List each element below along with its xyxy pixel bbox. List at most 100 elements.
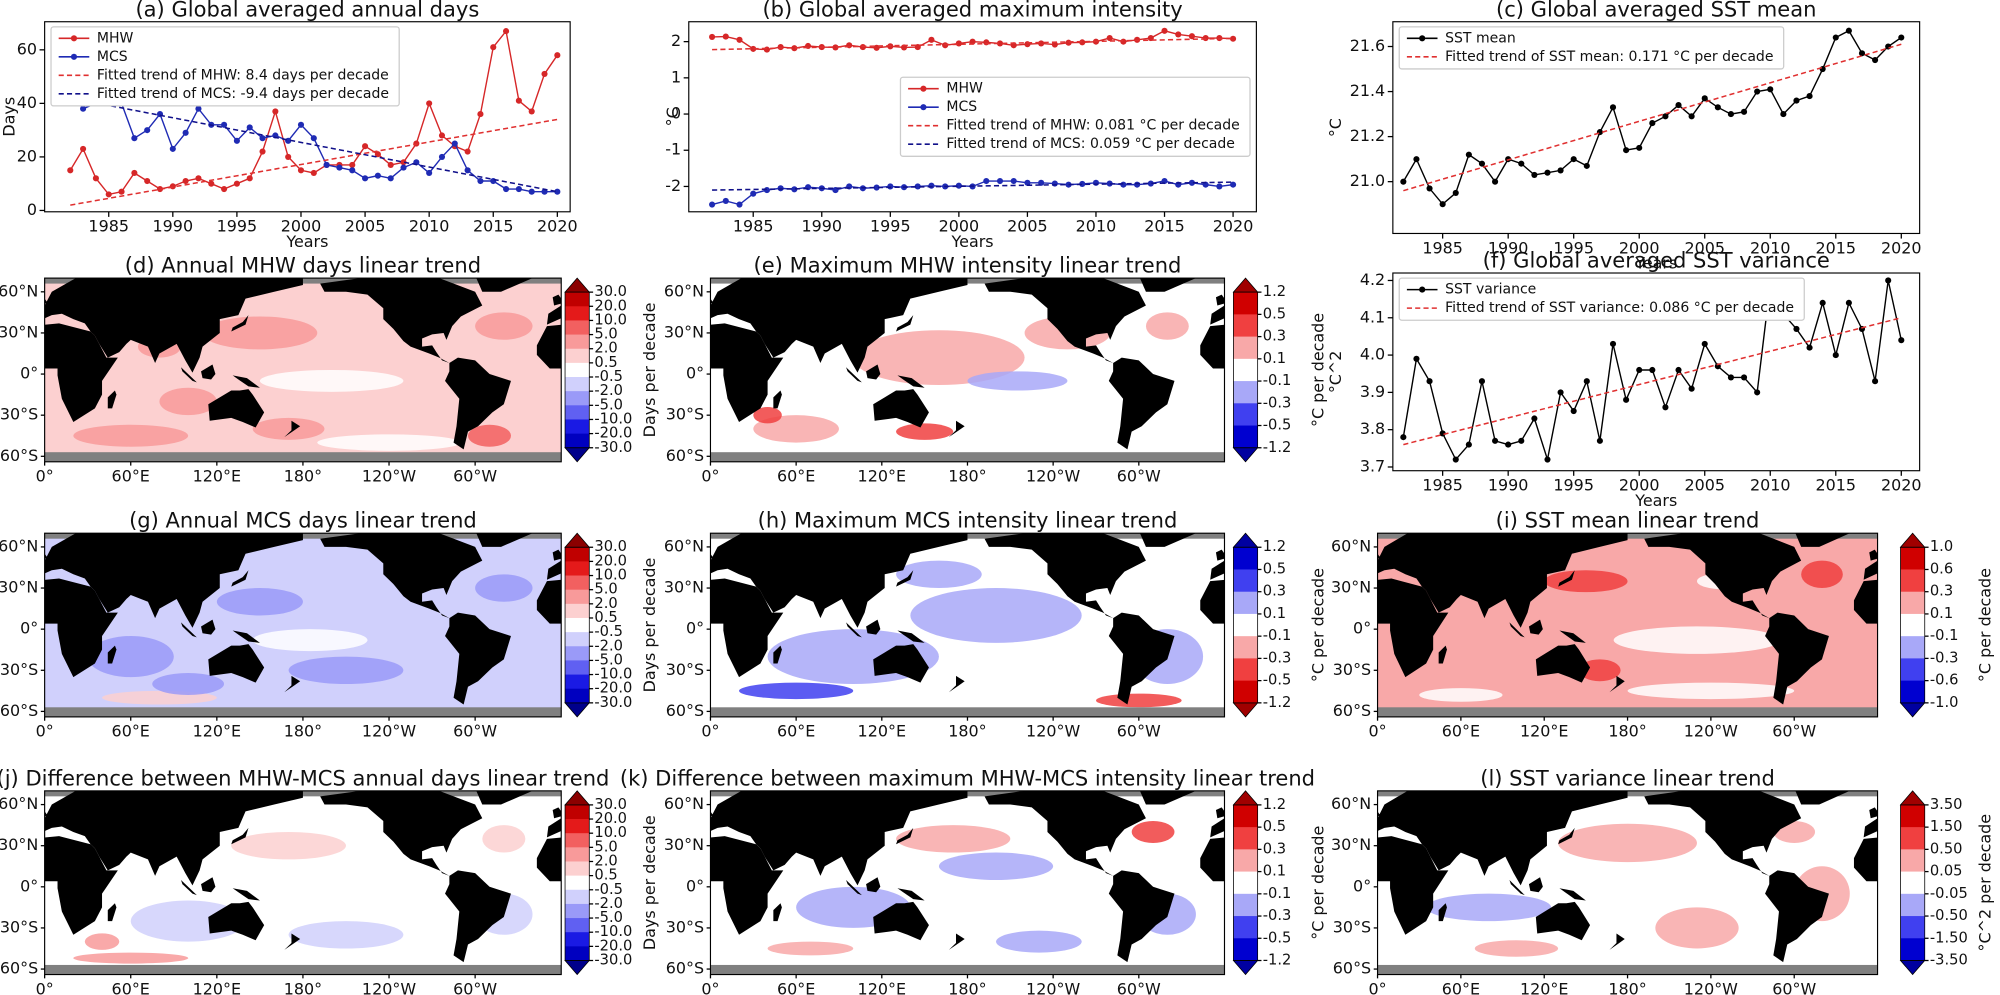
colorbar-segment xyxy=(565,547,590,562)
land xyxy=(710,790,968,886)
lon-tick-label: 60°E xyxy=(112,979,150,995)
lon-tick-label: 60°E xyxy=(777,979,815,995)
colorbar-extend xyxy=(1232,447,1259,463)
colorbar-tick-label: 5.0 xyxy=(594,326,617,343)
point xyxy=(1688,385,1695,392)
point xyxy=(490,177,497,185)
point xyxy=(1038,40,1045,47)
x-tick-label: 1990 xyxy=(153,217,194,236)
point xyxy=(873,184,880,191)
point xyxy=(1596,437,1603,444)
point xyxy=(1649,366,1656,374)
lon-tick-label: 180° xyxy=(284,979,322,995)
y-axis-label: °C xyxy=(663,107,682,126)
colorbar-label: °C per decade xyxy=(1308,568,1327,682)
y-tick-label: 40 xyxy=(17,93,37,112)
point xyxy=(1518,437,1525,444)
land xyxy=(948,675,965,693)
point xyxy=(1623,147,1630,154)
land xyxy=(710,278,968,373)
lon-tick-label: 120°W xyxy=(362,467,416,486)
point xyxy=(1544,456,1551,463)
anomaly-patch xyxy=(1145,312,1189,340)
lon-tick-label: 60°W xyxy=(1117,467,1161,486)
x-tick-label: 2005 xyxy=(1684,476,1725,495)
point xyxy=(323,161,330,169)
legend-label: Fitted trend of MCS: 0.059 °C per decade xyxy=(946,136,1235,152)
land xyxy=(476,790,533,805)
colorbar-segment xyxy=(565,603,590,619)
colorbar-tick-label: 3.50 xyxy=(1930,796,1963,813)
colorbar-label: °C^2 per decade xyxy=(1975,814,1994,952)
lon-tick-label: 60°E xyxy=(777,722,815,741)
land xyxy=(44,553,48,559)
colorbar-segment xyxy=(1900,636,1925,659)
x-axis-label: Years xyxy=(951,232,994,251)
map xyxy=(44,533,562,717)
land xyxy=(873,901,929,941)
land xyxy=(44,836,118,935)
land xyxy=(710,836,784,935)
land xyxy=(624,903,633,921)
colorbar-frame xyxy=(564,804,590,961)
colorbar-segment xyxy=(1900,893,1925,917)
land xyxy=(552,549,562,561)
colorbar-segment xyxy=(565,561,590,576)
point xyxy=(832,44,839,51)
y-tick-label: 60 xyxy=(17,39,37,58)
land xyxy=(536,579,562,624)
legend-marker xyxy=(920,85,927,92)
lat-tick-label: 30°N xyxy=(0,578,38,597)
sea-ice xyxy=(1377,964,1878,975)
land xyxy=(1200,837,1225,882)
point xyxy=(887,183,894,190)
colorbar-tick-label: 0.05 xyxy=(1930,863,1963,880)
lon-tick-label: 120°E xyxy=(1520,979,1568,995)
anomaly-patch xyxy=(475,574,533,602)
point xyxy=(554,188,561,195)
colorbar-tick-label: -30.0 xyxy=(594,952,632,969)
lon-tick-label: 0° xyxy=(36,979,54,995)
lon-tick-label: 120°E xyxy=(193,467,241,486)
anomaly-patch xyxy=(252,629,368,652)
colorbar-frame xyxy=(1233,546,1259,704)
land xyxy=(1535,644,1591,683)
colorbar-tick-label: -0.3 xyxy=(1930,649,1959,666)
point xyxy=(736,201,743,208)
colorbar-segment xyxy=(1233,292,1258,315)
legend-box xyxy=(50,26,400,107)
y-tick-label: 4.0 xyxy=(1360,345,1385,364)
anomaly-patch xyxy=(87,636,174,678)
land xyxy=(873,389,929,428)
colorbar-segment xyxy=(565,405,590,420)
colorbar-segment xyxy=(565,688,590,704)
colorbar-label: °C per decade xyxy=(1308,826,1327,940)
point xyxy=(709,33,716,40)
point xyxy=(528,108,535,115)
land xyxy=(180,622,197,638)
point xyxy=(1872,378,1879,385)
point xyxy=(362,143,369,150)
point xyxy=(1675,102,1682,109)
colorbar-tick-label: -0.6 xyxy=(1930,672,1959,689)
point xyxy=(451,140,458,147)
land xyxy=(1210,560,1225,580)
colorbar-tick-label: -20.0 xyxy=(594,425,632,442)
x-tick-label: 1995 xyxy=(1553,238,1594,257)
x-tick-label: 1990 xyxy=(801,217,842,236)
sea-ice xyxy=(710,707,1225,717)
legend-marker xyxy=(70,35,78,42)
anomaly-patch xyxy=(753,406,782,424)
anomaly-patch xyxy=(84,933,120,950)
point xyxy=(156,185,164,193)
point xyxy=(1452,189,1459,196)
x-tick-label: 2000 xyxy=(281,217,322,236)
point xyxy=(1106,34,1113,42)
point xyxy=(777,44,784,51)
colorbar-segment xyxy=(565,847,590,862)
lon-tick-label: 60°E xyxy=(777,467,815,486)
lon-tick-label: 0° xyxy=(36,467,54,486)
y-tick-label: 3.8 xyxy=(1360,419,1385,438)
lat-tick-label: 30°N xyxy=(664,835,704,854)
land xyxy=(710,811,714,817)
